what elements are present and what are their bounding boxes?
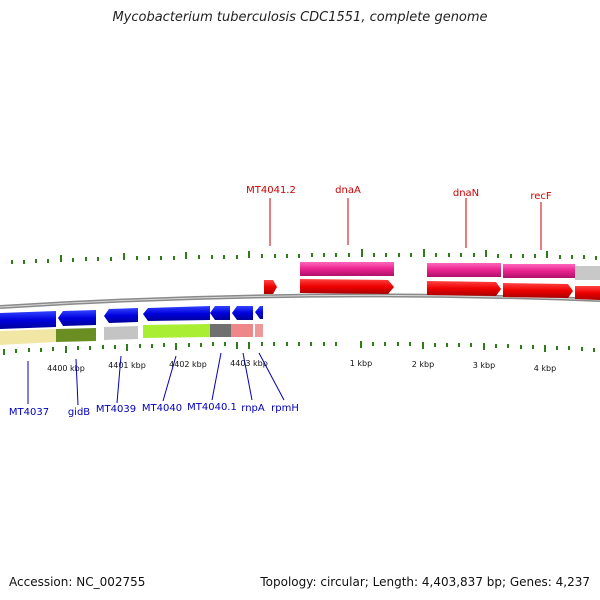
reverse-strand-genes [0, 306, 263, 345]
cog-bar-MT4040.1 [210, 324, 231, 337]
gene-label-rnpA[interactable]: rnpA [241, 403, 265, 414]
gene-label-dnaN[interactable]: dnaN [453, 188, 479, 199]
accession-text: Accession: NC_002755 [9, 575, 146, 589]
forward-strand-genes [264, 262, 600, 300]
kbp-label: 4401 kbp [108, 361, 146, 370]
cog-bar-rpmH [255, 324, 263, 337]
kbp-label: 2 kbp [412, 360, 434, 369]
gene-MT4040.1-arrow[interactable] [210, 306, 230, 320]
cog-bar-MT4040 [143, 324, 210, 338]
cog-bar-MT4037 [0, 329, 56, 345]
gene-gidB-arrow[interactable] [58, 310, 96, 326]
genome-stats-text: Topology: circular; Length: 4,403,837 bp… [260, 575, 590, 589]
gene-rpmH-arrow[interactable] [255, 306, 263, 319]
top-tick-row [11, 249, 597, 264]
kbp-label: 1 kbp [350, 359, 372, 368]
cog-bar-gidB [56, 328, 96, 342]
kbp-label: 4400 kbp [47, 364, 85, 373]
gene-label-MT4041.2[interactable]: MT4041.2 [246, 185, 296, 196]
gene-label-rpmH[interactable]: rpmH [271, 403, 299, 414]
kbp-label: 4403 kbp [230, 359, 268, 368]
bottom-gene-labels: MT4037 gidB MT4039 MT4040 MT4040.1 rnpA … [9, 352, 299, 418]
gene-dnaA-arrow[interactable] [300, 279, 394, 294]
gene-MT4041.2-arrow[interactable] [264, 280, 277, 294]
gene-dnaN-cds[interactable] [427, 263, 501, 277]
gene-MT4037-arrow[interactable] [0, 311, 56, 329]
gene-MT4040-arrow[interactable] [143, 306, 210, 321]
cog-bar-rnpA [231, 324, 253, 337]
gene-MT4039-arrow[interactable] [104, 308, 138, 323]
map-title: Mycobacterium tuberculosis CDC1551, comp… [112, 10, 488, 25]
gene-label-MT4037[interactable]: MT4037 [9, 407, 49, 418]
gene-label-dnaA[interactable]: dnaA [335, 185, 361, 196]
gene-dnaA-cds[interactable] [300, 262, 394, 276]
gene-label-MT4040[interactable]: MT4040 [142, 403, 182, 414]
kbp-labels: 4400 kbp 4401 kbp 4402 kbp 4403 kbp 1 kb… [47, 359, 556, 373]
kbp-label: 4 kbp [534, 364, 556, 373]
gene-recF-cds[interactable] [503, 264, 575, 278]
kbp-label: 3 kbp [473, 361, 495, 370]
gene-recF-arrow[interactable] [503, 283, 573, 298]
cog-bar-MT4039 [104, 326, 138, 340]
gene-next-cds[interactable] [575, 266, 600, 280]
gene-next-arrow[interactable] [575, 286, 600, 300]
bottom-tick-row [3, 341, 595, 355]
gene-label-gidB[interactable]: gidB [68, 407, 90, 418]
gene-dnaN-arrow[interactable] [427, 281, 501, 296]
gene-label-recF[interactable]: recF [530, 191, 552, 202]
gene-label-MT4040.1[interactable]: MT4040.1 [187, 402, 237, 413]
top-gene-labels: MT4041.2 dnaA dnaN recF [246, 185, 552, 250]
gene-label-MT4039[interactable]: MT4039 [96, 404, 136, 415]
kbp-label: 4402 kbp [169, 360, 207, 369]
gene-rnpA-arrow[interactable] [232, 306, 253, 320]
